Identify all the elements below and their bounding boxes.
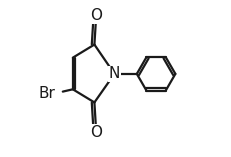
Text: Br: Br bbox=[39, 86, 56, 101]
Text: O: O bbox=[90, 8, 101, 23]
Text: N: N bbox=[108, 66, 120, 81]
Text: O: O bbox=[90, 125, 101, 140]
